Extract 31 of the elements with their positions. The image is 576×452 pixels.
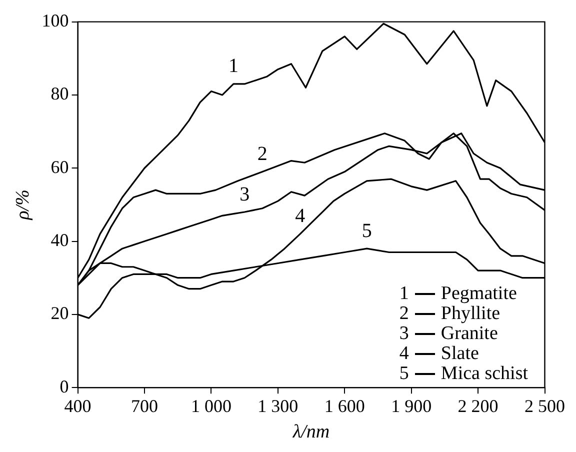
- x-tick-label: 700: [131, 396, 158, 416]
- y-tick-label: 100: [42, 10, 69, 31]
- x-axis-title: λ/nm: [292, 422, 330, 443]
- x-tick-label: 2 200: [458, 396, 498, 416]
- legend-label: Granite: [440, 323, 498, 344]
- y-tick-label: 40: [50, 230, 69, 250]
- x-tick-label: 400: [64, 396, 92, 416]
- text: 4: [399, 343, 409, 364]
- text: 1: [399, 283, 409, 304]
- text: 3: [399, 323, 409, 344]
- x-tick-label: 1 000: [190, 396, 232, 416]
- y-axis-title: ρ/%: [12, 190, 34, 221]
- annotation: 5: [362, 220, 372, 242]
- annotation: 1: [228, 55, 238, 78]
- annotation: 2: [257, 143, 268, 166]
- legend-label: Mica schist: [440, 363, 528, 384]
- x-tick-label: 1 300: [258, 396, 298, 416]
- y-tick-label: 20: [50, 303, 69, 324]
- y-tick-label: 60: [50, 156, 69, 177]
- x-tick-label: 1 900: [391, 396, 432, 416]
- y-tick-label: 0: [60, 376, 69, 396]
- legend-label: Slate: [440, 343, 479, 364]
- x-tick-label: 1 600: [324, 396, 365, 416]
- legend-label: Pegmatite: [440, 283, 517, 304]
- text: 2: [399, 303, 409, 324]
- y-tick-label: 80: [50, 84, 69, 104]
- legend-label: Phyllite: [440, 303, 500, 324]
- x-tick-label: 2 500: [524, 396, 565, 416]
- text: 5: [399, 363, 409, 384]
- annotation: 3: [240, 183, 250, 206]
- annotation: 4: [295, 205, 306, 228]
